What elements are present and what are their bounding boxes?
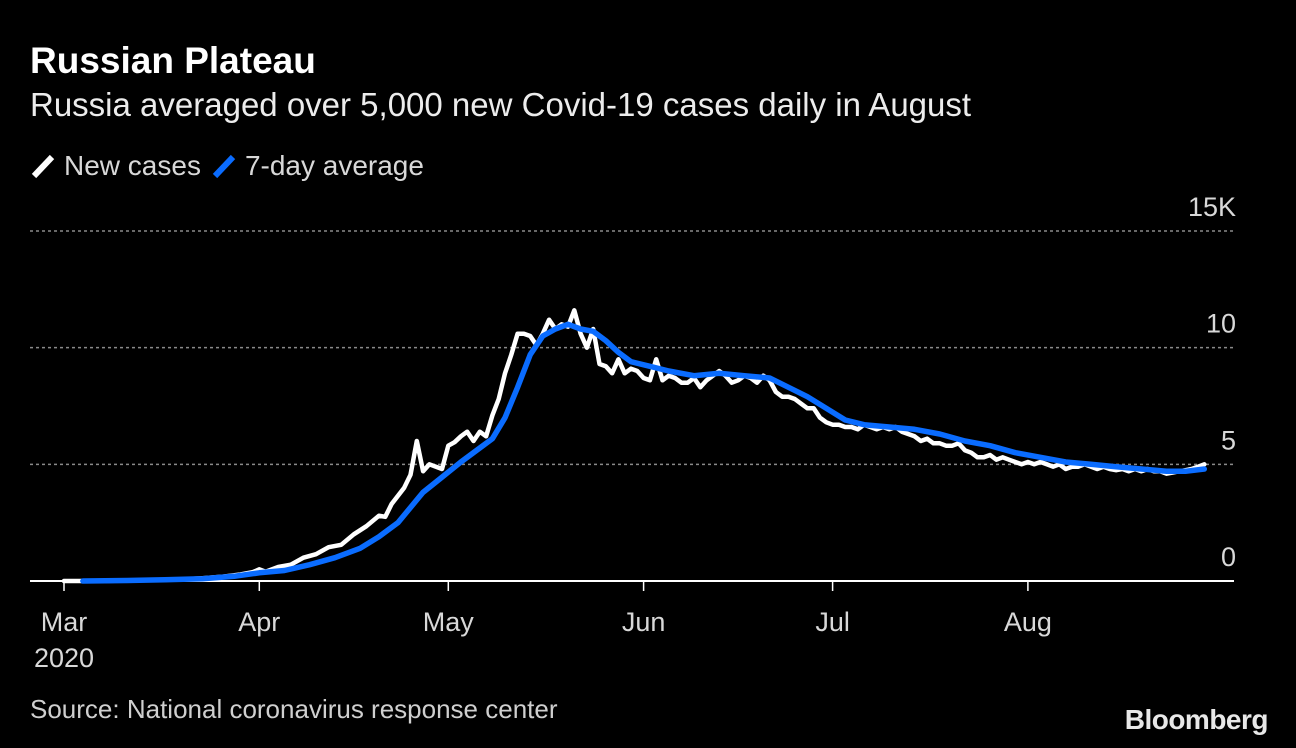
x-tick-label: May — [423, 607, 475, 637]
legend-swatch-new-cases — [31, 154, 55, 179]
legend-label-new-cases: New cases — [64, 150, 201, 181]
legend-item-new-cases: New cases — [30, 150, 201, 182]
series-line-7-day-average — [80, 321, 1208, 584]
source-note: Source: National coronavirus response ce… — [30, 694, 558, 724]
x-tick-label: Jun — [622, 607, 666, 637]
legend-swatch-7-day-average — [212, 154, 236, 179]
series-line-new-cases — [61, 308, 1207, 584]
x-axis: Mar 2020 Apr May Jun Jul Aug — [30, 580, 1234, 673]
y-axis-labels: 0 5 10 15K — [1188, 192, 1236, 572]
y-tick-label: 15K — [1188, 192, 1236, 222]
legend-label-7-day-average: 7-day average — [244, 150, 424, 181]
legend-item-7-day-average: 7-day average — [211, 150, 424, 182]
bloomberg-logo: Bloomberg — [1124, 704, 1269, 735]
x-tick-label: Jul — [815, 607, 850, 637]
y-tick-label: 5 — [1221, 425, 1236, 455]
y-tick-label: 10 — [1206, 309, 1236, 339]
grid-lines — [30, 230, 1234, 466]
series-group — [61, 308, 1208, 584]
x-tick-label: Aug — [1004, 607, 1052, 637]
chart-title: Russian Plateau — [30, 40, 316, 81]
chart-subtitle: Russia averaged over 5,000 new Covid-19 … — [30, 86, 972, 123]
x-tick-label: Mar — [41, 607, 88, 637]
y-tick-label: 0 — [1221, 542, 1236, 572]
x-tick-sublabel: 2020 — [34, 643, 94, 673]
x-tick-label: Apr — [238, 607, 280, 637]
legend: New cases 7-day average — [30, 150, 434, 182]
